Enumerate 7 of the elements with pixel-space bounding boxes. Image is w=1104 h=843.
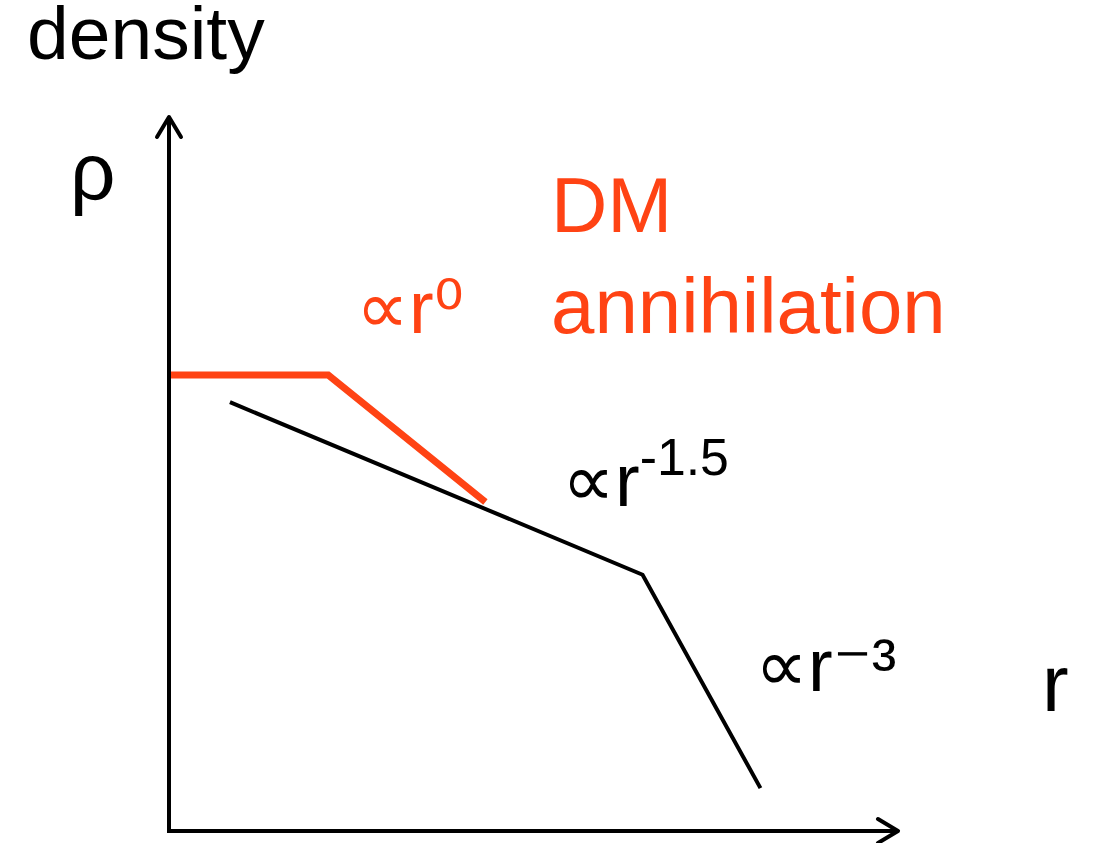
text: ∝r⁰ [356, 266, 464, 349]
annotation: ∝r⁻³ [755, 624, 897, 707]
x-axis-title: r [1042, 639, 1069, 728]
text: DM annihilation [551, 161, 946, 351]
annotation: ∝r$^{-1.5}$ [562, 428, 729, 523]
chart-title: density [27, 0, 266, 75]
y-axis-title: ρ [70, 127, 116, 216]
